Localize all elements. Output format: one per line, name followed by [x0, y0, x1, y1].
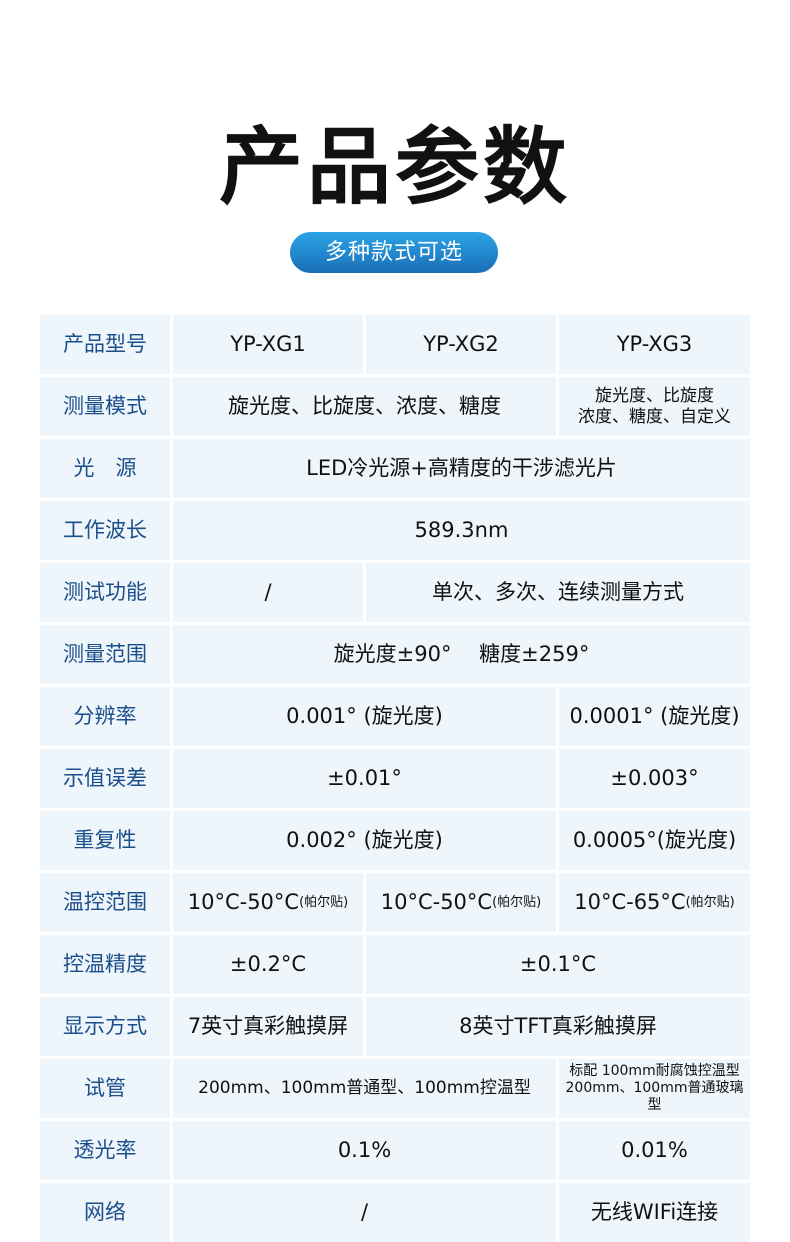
- spec-text: 8英寸TFT真彩触摸屏: [459, 1013, 657, 1038]
- spec-value: 0.1%: [173, 1121, 556, 1180]
- spec-text: 0.001° (旋光度): [286, 703, 443, 728]
- row-label: 试管: [40, 1059, 170, 1118]
- spec-value: 10°C-65°C (帕尔贴): [559, 873, 750, 932]
- row-label: 分辨率: [40, 687, 170, 746]
- spec-table: 产品型号 YP-XG1 YP-XG2 YP-XG3 测量模式 旋光度、比旋度、浓度、糖度旋…: [40, 315, 750, 1242]
- spec-text: 200mm、100mm普通型、100mm控温型: [198, 1078, 531, 1099]
- spec-value: 589.3nm: [173, 501, 750, 560]
- spec-text: ±0.01°: [327, 765, 402, 790]
- row-label: 控温精度: [40, 935, 170, 994]
- spec-value: /: [173, 563, 363, 622]
- spec-text: 0.1%: [337, 1137, 392, 1162]
- spec-value: 0.01%: [559, 1121, 750, 1180]
- spec-value: /: [173, 1183, 556, 1242]
- spec-value: 0.0001° (旋光度): [559, 687, 750, 746]
- spec-text: 0.0005°(旋光度): [572, 827, 737, 852]
- spec-text: 0.002° (旋光度): [286, 827, 443, 852]
- spec-value: 无线WIFi连接: [559, 1183, 750, 1242]
- row-label: 示值误差: [40, 749, 170, 808]
- page-title: 产品参数: [218, 117, 571, 216]
- spec-text: YP-XG2: [423, 331, 499, 356]
- spec-text: 10°C-50°C: [380, 889, 493, 914]
- spec-value: 10°C-50°C (帕尔贴): [366, 873, 556, 932]
- spec-text: 旋光度、比旋度 浓度、糖度、自定义: [578, 386, 731, 427]
- spec-value: 旋光度±90° 糖度±259°: [173, 625, 750, 684]
- spec-value: 200mm、100mm普通型、100mm控温型: [173, 1059, 556, 1118]
- spec-text: 10°C-50°C: [187, 889, 300, 914]
- spec-note: (帕尔贴): [685, 894, 735, 910]
- spec-text: 10°C-65°C: [574, 889, 686, 914]
- row-label: 网络: [40, 1183, 170, 1242]
- spec-value: 标配 100mm耐腐蚀控温型 200mm、100mm普通玻璃型: [559, 1059, 750, 1118]
- spec-value: YP-XG1: [173, 315, 363, 374]
- spec-value: 7英寸真彩触摸屏: [173, 997, 363, 1056]
- spec-text: ±0.1°C: [519, 951, 597, 976]
- spec-value: ±0.01°: [173, 749, 556, 808]
- spec-value: 0.001° (旋光度): [173, 687, 556, 746]
- row-label: 温控范围: [40, 873, 170, 932]
- spec-text: YP-XG1: [230, 331, 306, 356]
- spec-value: 8英寸TFT真彩触摸屏: [366, 997, 750, 1056]
- spec-text: 旋光度±90° 糖度±259°: [333, 641, 590, 666]
- spec-text: LED冷光源+高精度的干涉滤光片: [306, 455, 617, 480]
- row-label: 透光率: [40, 1121, 170, 1180]
- spec-value: 单次、多次、连续测量方式: [366, 563, 750, 622]
- row-label: 光 源: [40, 439, 170, 498]
- spec-text: 标配 100mm耐腐蚀控温型 200mm、100mm普通玻璃型: [565, 1063, 744, 1113]
- spec-value: ±0.003°: [559, 749, 750, 808]
- spec-text: /: [264, 579, 272, 604]
- spec-text: /: [360, 1199, 369, 1224]
- row-label: 测量模式: [40, 377, 170, 436]
- spec-value: ±0.2°C: [173, 935, 363, 994]
- spec-text: 7英寸真彩触摸屏: [187, 1013, 349, 1038]
- spec-text: 无线WIFi连接: [590, 1199, 719, 1224]
- spec-note: (帕尔贴): [299, 894, 349, 910]
- spec-value: ±0.1°C: [366, 935, 750, 994]
- spec-value: 旋光度、比旋度 浓度、糖度、自定义: [559, 377, 750, 436]
- spec-value: YP-XG2: [366, 315, 556, 374]
- row-label: 重复性: [40, 811, 170, 870]
- spec-value: 0.002° (旋光度): [173, 811, 556, 870]
- spec-value: 0.0005°(旋光度): [559, 811, 750, 870]
- spec-text: 0.0001° (旋光度): [569, 703, 740, 728]
- spec-text: 单次、多次、连续测量方式: [432, 579, 684, 604]
- spec-text: YP-XG3: [616, 331, 693, 356]
- spec-value: YP-XG3: [559, 315, 750, 374]
- row-label: 测量范围: [40, 625, 170, 684]
- spec-value: 旋光度、比旋度、浓度、糖度: [173, 377, 556, 436]
- spec-value: 10°C-50°C (帕尔贴): [173, 873, 363, 932]
- spec-text: 589.3nm: [414, 517, 509, 542]
- spec-text: ±0.003°: [610, 765, 699, 790]
- row-label: 工作波长: [40, 501, 170, 560]
- spec-value: LED冷光源+高精度的干涉滤光片: [173, 439, 750, 498]
- row-label: 测试功能: [40, 563, 170, 622]
- row-label: 显示方式: [40, 997, 170, 1056]
- row-label: 产品型号: [40, 315, 170, 374]
- spec-text: ±0.2°C: [229, 951, 307, 976]
- spec-note: (帕尔贴): [492, 894, 542, 910]
- spec-text: 旋光度、比旋度、浓度、糖度: [228, 393, 501, 418]
- variants-badge: 多种款式可选: [290, 232, 498, 273]
- spec-text: 0.01%: [621, 1137, 688, 1162]
